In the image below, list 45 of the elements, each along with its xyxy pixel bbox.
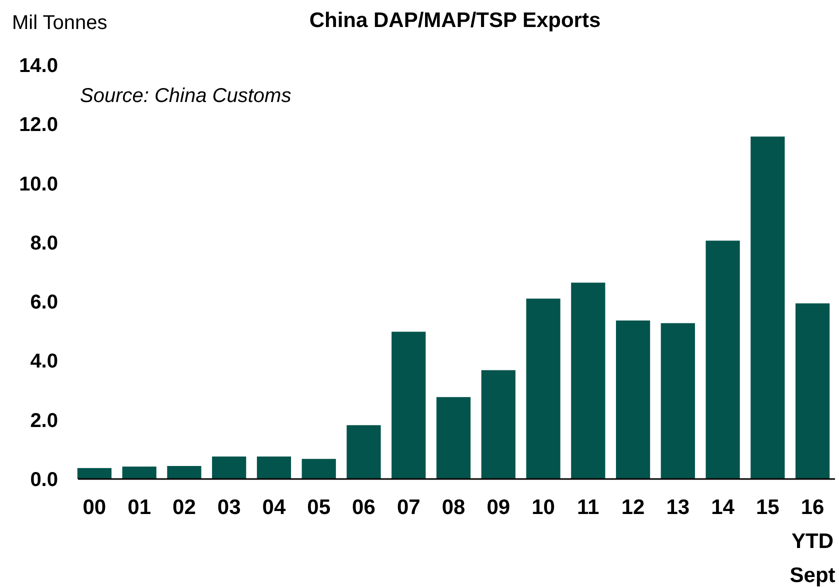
bar	[616, 320, 650, 479]
x-tick-label: 06	[352, 496, 376, 519]
x-tick-label: 11	[577, 496, 600, 519]
x-tick-label: 02	[172, 496, 196, 519]
bar	[302, 458, 336, 479]
bar	[796, 303, 830, 479]
x-tick-label: 15	[756, 496, 780, 519]
bar	[526, 298, 560, 479]
bar	[436, 397, 471, 479]
y-tick-label: 12.0	[19, 114, 58, 136]
x-tick-label: 07	[396, 496, 420, 519]
bar	[481, 370, 516, 479]
x-tick-label: 00	[82, 496, 106, 519]
y-tick-label: 2.0	[30, 410, 58, 432]
y-tick-label: 0.0	[30, 469, 58, 491]
x-tick-label: 05	[307, 496, 331, 519]
y-tick-label: 4.0	[30, 350, 58, 373]
y-axis-title: Mil Tonnes	[12, 12, 108, 34]
bar	[256, 456, 292, 479]
bar	[346, 425, 381, 479]
x-tick-label: 16 YTD Sept	[790, 496, 836, 587]
x-tick-label: 13	[666, 496, 690, 519]
x-tick-label: 14	[711, 496, 735, 519]
y-tick-label: 8.0	[30, 232, 58, 254]
x-tick-label: 12	[621, 496, 645, 519]
x-tick-label: 10	[532, 496, 555, 519]
bar	[122, 466, 156, 479]
chart-title: China DAP/MAP/TSP Exports	[309, 9, 601, 32]
y-tick-label: 6.0	[30, 292, 58, 314]
y-tick-label: 14.0	[19, 55, 58, 77]
bar	[571, 282, 606, 479]
bar	[212, 456, 246, 479]
x-tick-label: 08	[442, 496, 466, 519]
bar	[750, 136, 785, 479]
x-tick-label: 04	[262, 496, 286, 519]
bar	[77, 468, 112, 479]
bar	[706, 240, 740, 479]
x-tick-label: 03	[217, 496, 241, 519]
annotation: Source: China Customs	[80, 85, 292, 107]
bar	[167, 466, 202, 479]
bar	[660, 323, 695, 479]
bar	[392, 332, 426, 479]
x-tick-label: 01	[128, 496, 152, 519]
y-tick-label: 10.0	[19, 173, 58, 196]
x-tick-label: 09	[486, 496, 510, 519]
